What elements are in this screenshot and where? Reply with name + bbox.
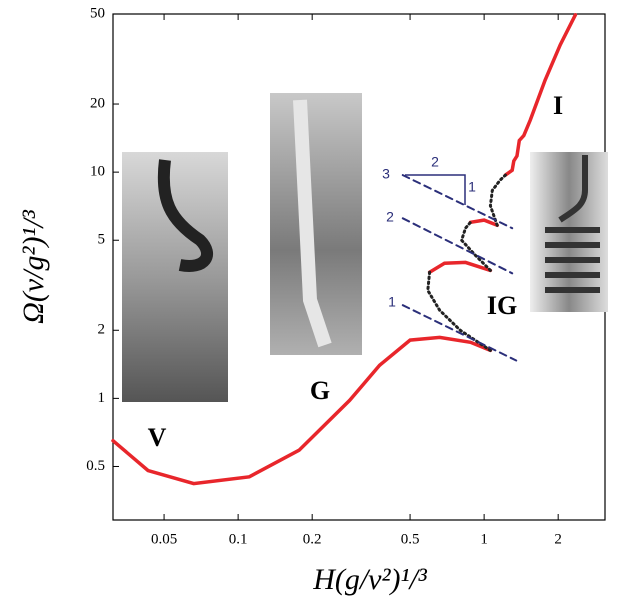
photos [122,93,608,402]
region-label: V [148,423,167,452]
region-label: IG [487,291,517,320]
y-axis-label: Ω(ν/g²)¹/³ [17,209,50,324]
x-tick-label: 0.2 [303,531,322,547]
slope-label: 2 [431,154,439,170]
y-tick-label: 50 [90,5,105,21]
x-tick-label: 0.1 [229,531,248,547]
y-tick-label: 2 [98,322,106,338]
x-tick-label: 0.5 [401,531,420,547]
x-tick-label: 0.05 [151,531,177,547]
series-line [111,13,578,486]
photo-g-jet [293,99,332,348]
y-tick-label: 1 [98,390,106,406]
series-line [401,217,514,275]
x-axis-label: H(g/ν²)¹/³ [312,563,428,596]
slope-label: 1 [468,179,476,195]
x-tick-label: 2 [554,531,562,547]
region-label: I [553,91,563,120]
x-tick-label: 1 [480,531,488,547]
y-tick-label: 20 [90,95,105,111]
line-label: 3 [382,166,390,182]
photo-ig-coil [545,155,600,293]
slope-triangle [405,174,466,205]
series-line [401,304,518,362]
line-label: 1 [388,294,396,310]
photo-v-jet [157,159,213,272]
line-label: 2 [386,209,394,225]
photo-v [122,152,228,402]
y-tick-label: 5 [98,232,106,248]
series-line [426,173,507,352]
series-line [401,174,514,230]
y-tick-label: 10 [90,164,105,180]
y-tick-label: 0.5 [86,458,105,474]
region-label: G [310,376,330,405]
